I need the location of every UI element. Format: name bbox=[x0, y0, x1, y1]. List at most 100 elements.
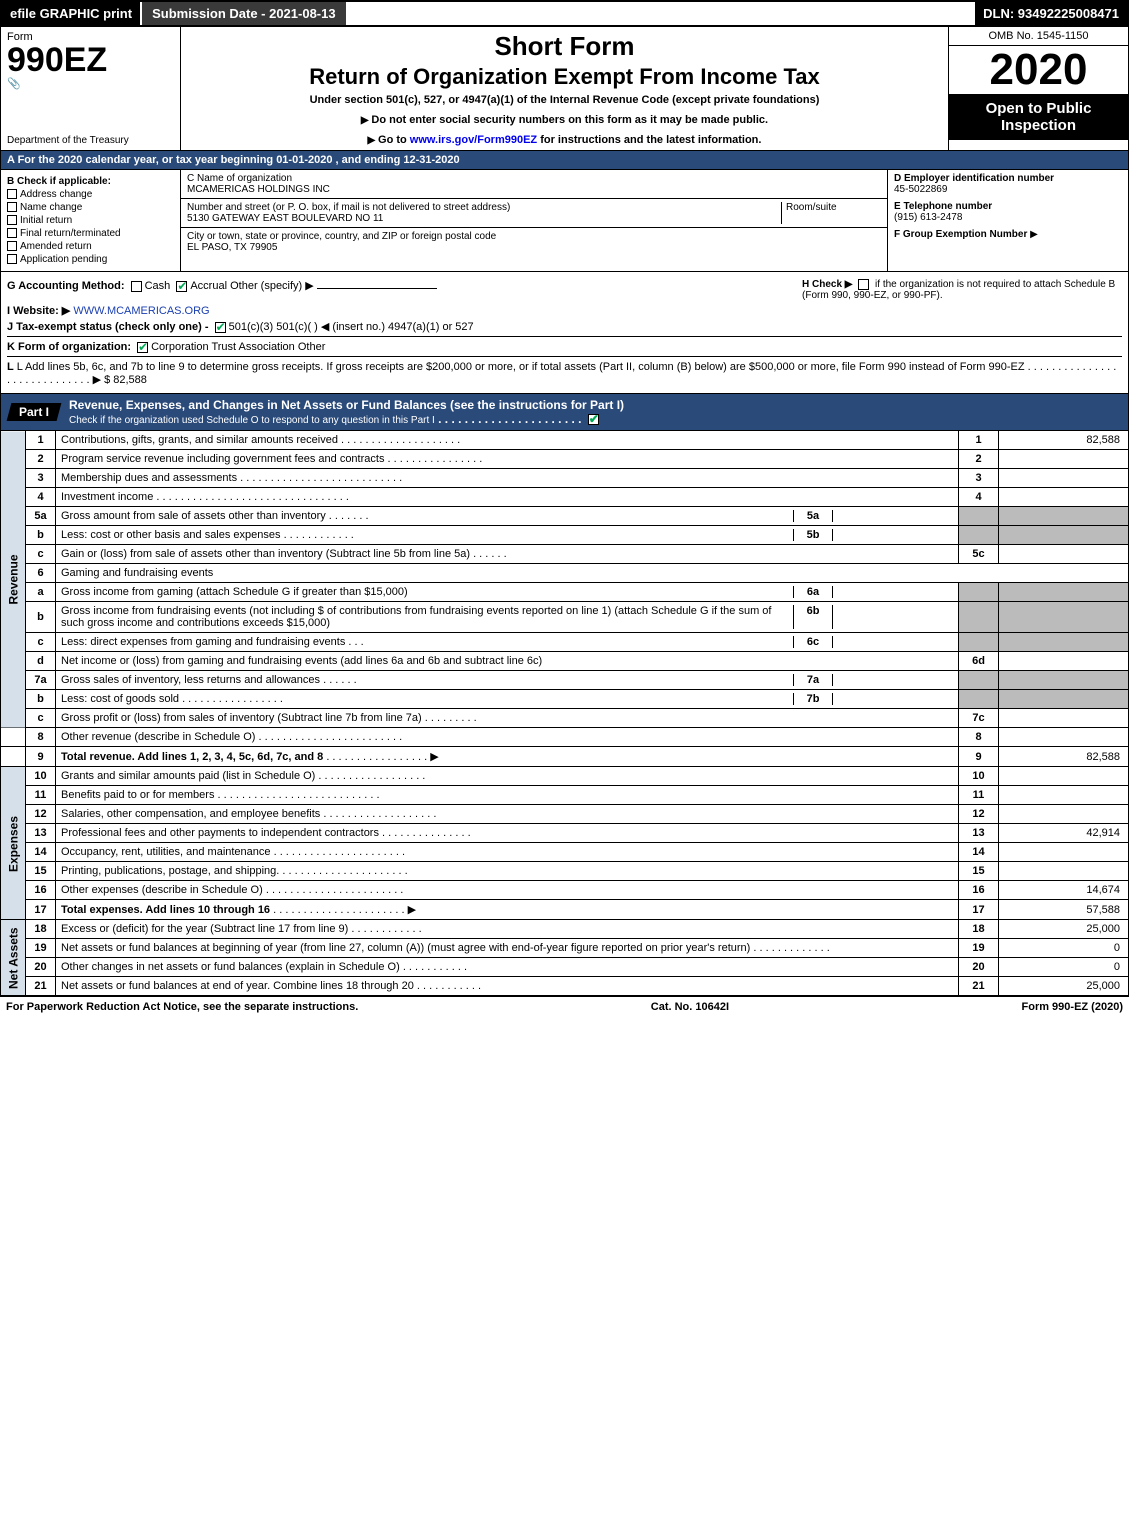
line-13-desc: Professional fees and other payments to … bbox=[56, 824, 959, 843]
spacer bbox=[346, 2, 976, 25]
cat-no: Cat. No. 10642I bbox=[651, 1001, 729, 1013]
side-revenue: Revenue bbox=[1, 431, 26, 728]
submission-date: Submission Date - 2021-08-13 bbox=[140, 2, 346, 25]
line-16-desc: Other expenses (describe in Schedule O) … bbox=[56, 881, 959, 900]
efile-label[interactable]: efile GRAPHIC print bbox=[2, 2, 140, 25]
city-state-zip: EL PASO, TX 79905 bbox=[187, 242, 881, 253]
dept-treasury: Department of the Treasury bbox=[7, 135, 174, 146]
chk-501c3[interactable] bbox=[215, 322, 226, 333]
city-label: City or town, state or province, country… bbox=[187, 231, 881, 242]
line-4-desc: Investment income . . . . . . . . . . . … bbox=[56, 488, 959, 507]
line-15-desc: Printing, publications, postage, and shi… bbox=[56, 862, 959, 881]
line-9-desc: Total revenue. Add lines 1, 2, 3, 4, 5c,… bbox=[56, 747, 959, 767]
short-form-title: Short Form bbox=[189, 31, 940, 62]
line-9-amt: 82,588 bbox=[999, 747, 1129, 767]
row-a-tax-year: A For the 2020 calendar year, or tax yea… bbox=[0, 151, 1129, 170]
line-6-desc: Gaming and fundraising events bbox=[56, 564, 1129, 583]
line-12-desc: Salaries, other compensation, and employ… bbox=[56, 805, 959, 824]
info-grid: B Check if applicable: Address change Na… bbox=[0, 170, 1129, 272]
chk-address-change[interactable]: Address change bbox=[7, 189, 174, 200]
group-exemption-label: F Group Exemption Number bbox=[894, 229, 1027, 240]
line-1-desc: Contributions, gifts, grants, and simila… bbox=[56, 431, 959, 450]
line-6d-desc: Net income or (loss) from gaming and fun… bbox=[56, 652, 959, 671]
line-18-desc: Excess or (deficit) for the year (Subtra… bbox=[56, 920, 959, 939]
chk-final-return[interactable]: Final return/terminated bbox=[7, 228, 174, 239]
pdf-icon: 📎 bbox=[7, 78, 21, 90]
chk-schedule-b[interactable] bbox=[858, 279, 869, 290]
line-14-desc: Occupancy, rent, utilities, and maintena… bbox=[56, 843, 959, 862]
row-l-gross-receipts: L L Add lines 5b, 6c, and 7b to line 9 t… bbox=[7, 356, 1122, 386]
irs-link[interactable]: www.irs.gov/Form990EZ bbox=[410, 134, 537, 146]
page-footer: For Paperwork Reduction Act Notice, see … bbox=[0, 996, 1129, 1017]
line-16-amt: 14,674 bbox=[999, 881, 1129, 900]
side-expenses: Expenses bbox=[1, 767, 26, 920]
chk-cash[interactable] bbox=[131, 281, 142, 292]
ein-label: D Employer identification number bbox=[894, 173, 1122, 184]
line-6a-desc: Gross income from gaming (attach Schedul… bbox=[56, 583, 959, 602]
line-8-desc: Other revenue (describe in Schedule O) .… bbox=[56, 728, 959, 747]
street-label: Number and street (or P. O. box, if mail… bbox=[187, 202, 781, 213]
room-label: Room/suite bbox=[786, 202, 881, 213]
omb-number: OMB No. 1545-1150 bbox=[949, 27, 1128, 46]
side-net-assets: Net Assets bbox=[1, 920, 26, 996]
line-7c-desc: Gross profit or (loss) from sales of inv… bbox=[56, 709, 959, 728]
tel-value: (915) 613-2478 bbox=[894, 212, 1122, 223]
col-d-ids: D Employer identification number 45-5022… bbox=[888, 170, 1128, 271]
chk-initial-return[interactable]: Initial return bbox=[7, 215, 174, 226]
chk-name-change[interactable]: Name change bbox=[7, 202, 174, 213]
col-c-org-info: C Name of organization MCAMERICAS HOLDIN… bbox=[181, 170, 888, 271]
line-6c-desc: Less: direct expenses from gaming and fu… bbox=[56, 633, 959, 652]
org-name-label: C Name of organization bbox=[187, 173, 881, 184]
row-i-website: I Website: ▶ WWW.MCAMERICAS.ORG bbox=[7, 304, 1122, 317]
line-7a-desc: Gross sales of inventory, less returns a… bbox=[56, 671, 959, 690]
line-19-desc: Net assets or fund balances at beginning… bbox=[56, 939, 959, 958]
chk-application-pending[interactable]: Application pending bbox=[7, 254, 174, 265]
line-13-amt: 42,914 bbox=[999, 824, 1129, 843]
form-number: 990EZ bbox=[7, 43, 174, 77]
line-20-amt: 0 bbox=[999, 958, 1129, 977]
form-ref: Form 990-EZ (2020) bbox=[1022, 1001, 1123, 1013]
row-h-schedule-b: H Check ▶ if the organization is not req… bbox=[802, 279, 1122, 301]
header-center: Short Form Return of Organization Exempt… bbox=[181, 27, 948, 150]
arrow-icon: ▶ bbox=[1030, 229, 1038, 240]
tax-year: 2020 bbox=[949, 46, 1128, 94]
line-2-desc: Program service revenue including govern… bbox=[56, 450, 959, 469]
line-18-amt: 25,000 bbox=[999, 920, 1129, 939]
line-19-amt: 0 bbox=[999, 939, 1129, 958]
row-j-tax-exempt: J Tax-exempt status (check only one) - 5… bbox=[7, 320, 1122, 333]
col-b-checkboxes: B Check if applicable: Address change Na… bbox=[1, 170, 181, 271]
part-1-header: Part I Revenue, Expenses, and Changes in… bbox=[0, 394, 1129, 431]
col-b-title: B Check if applicable: bbox=[7, 176, 174, 187]
line-3-desc: Membership dues and assessments . . . . … bbox=[56, 469, 959, 488]
header-right: OMB No. 1545-1150 2020 Open to Public In… bbox=[948, 27, 1128, 150]
org-name: MCAMERICAS HOLDINGS INC bbox=[187, 184, 881, 195]
tel-label: E Telephone number bbox=[894, 201, 1122, 212]
header-left: Form 990EZ 📎 Department of the Treasury bbox=[1, 27, 181, 150]
goto-instructions: Go to www.irs.gov/Form990EZ for instruct… bbox=[189, 134, 940, 146]
form-header: Form 990EZ 📎 Department of the Treasury … bbox=[0, 27, 1129, 151]
row-g-accounting: G Accounting Method: Cash Accrual Other … bbox=[7, 279, 802, 301]
open-to-public: Open to Public Inspection bbox=[949, 94, 1128, 140]
line-21-desc: Net assets or fund balances at end of ye… bbox=[56, 977, 959, 996]
chk-corporation[interactable] bbox=[137, 342, 148, 353]
under-section: Under section 501(c), 527, or 4947(a)(1)… bbox=[189, 94, 940, 106]
gross-receipts-amount: $ 82,588 bbox=[104, 374, 147, 386]
return-title: Return of Organization Exempt From Incom… bbox=[189, 64, 940, 90]
line-7b-desc: Less: cost of goods sold . . . . . . . .… bbox=[56, 690, 959, 709]
chk-schedule-o[interactable] bbox=[588, 414, 599, 425]
line-21-amt: 25,000 bbox=[999, 977, 1129, 996]
line-5a-desc: Gross amount from sale of assets other t… bbox=[56, 507, 959, 526]
street-address: 5130 GATEWAY EAST BOULEVARD NO 11 bbox=[187, 213, 781, 224]
line-5c-desc: Gain or (loss) from sale of assets other… bbox=[56, 545, 959, 564]
chk-accrual[interactable] bbox=[176, 281, 187, 292]
lines-table: Revenue 1Contributions, gifts, grants, a… bbox=[0, 431, 1129, 996]
ein-value: 45-5022869 bbox=[894, 184, 1122, 195]
part-1-check: Check if the organization used Schedule … bbox=[69, 415, 435, 426]
website-link[interactable]: WWW.MCAMERICAS.ORG bbox=[73, 305, 209, 317]
chk-amended-return[interactable]: Amended return bbox=[7, 241, 174, 252]
part-1-title: Revenue, Expenses, and Changes in Net As… bbox=[69, 398, 624, 412]
part-tag: Part I bbox=[7, 403, 62, 421]
line-17-amt: 57,588 bbox=[999, 900, 1129, 920]
line-1-amt: 82,588 bbox=[999, 431, 1129, 450]
row-k-form-org: K Form of organization: Corporation Trus… bbox=[7, 336, 1122, 353]
